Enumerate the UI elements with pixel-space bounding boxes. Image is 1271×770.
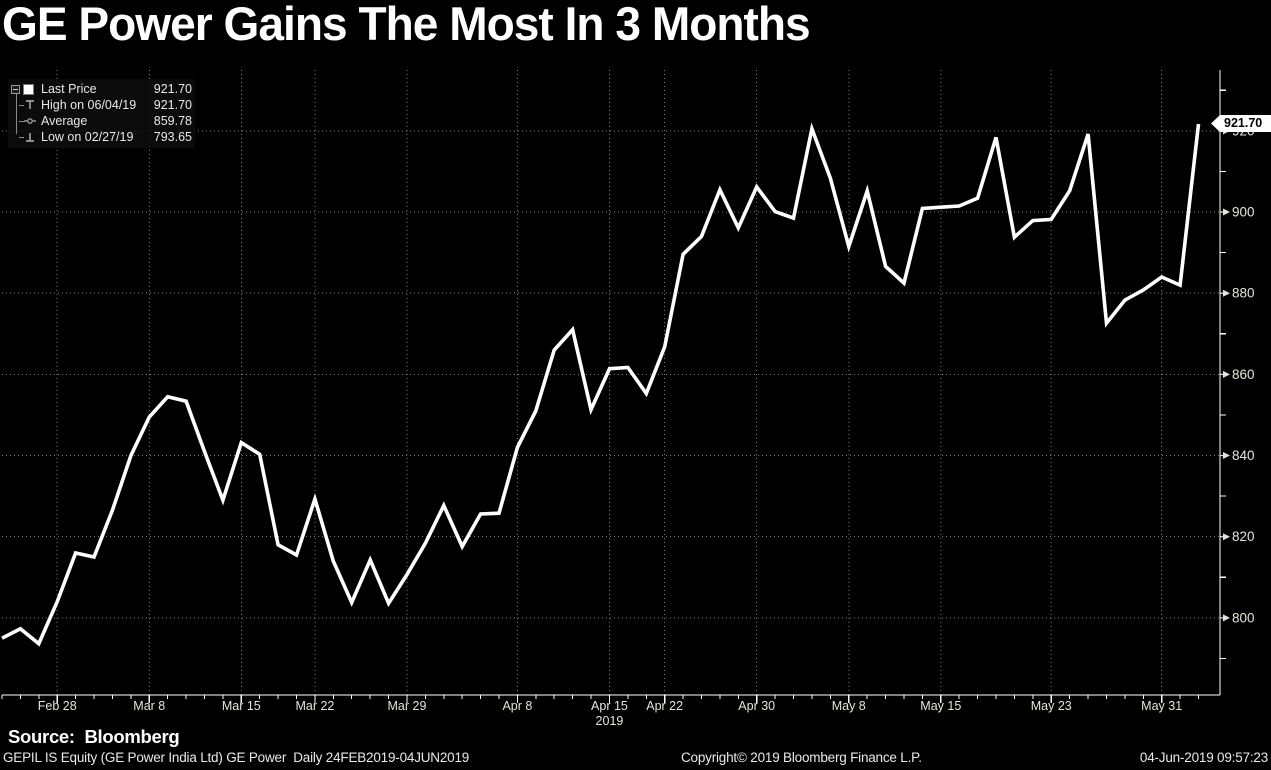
- y-tick-arrow: [1223, 614, 1230, 622]
- legend-label: Average: [41, 114, 88, 128]
- legend-row-low[interactable]: Low on 02/27/19 793.65: [11, 129, 192, 145]
- x-axis-label: May 15: [920, 699, 961, 713]
- legend-value: 921.70: [153, 82, 192, 96]
- page-title: GE Power Gains The Most In 3 Months: [2, 0, 811, 50]
- y-axis-label: 900: [1232, 205, 1255, 220]
- x-axis-label: Mar 15: [222, 699, 261, 713]
- legend-value: 793.65: [153, 130, 192, 144]
- x-axis-label: Apr 22: [646, 699, 683, 713]
- low-marker-icon: [26, 133, 34, 142]
- last-price-swatch-icon: [23, 83, 34, 95]
- x-axis-label: Mar 22: [295, 699, 334, 713]
- x-axis-label: Apr 15: [591, 699, 628, 713]
- legend-row-high[interactable]: High on 06/04/19 921.70: [11, 97, 192, 113]
- legend-tree-stub: [19, 137, 24, 138]
- y-axis-label: 860: [1232, 367, 1255, 382]
- legend-value: 859.78: [153, 114, 192, 128]
- last-price-tag: 921.70: [1211, 115, 1271, 132]
- legend-value: 921.70: [153, 98, 192, 112]
- ticker-description: GEPIL IS Equity (GE Power India Ltd) GE …: [3, 750, 470, 765]
- legend-label: High on 06/04/19: [41, 98, 137, 112]
- y-tick-arrow: [1223, 452, 1230, 460]
- x-axis-label: Mar 8: [133, 699, 165, 713]
- high-marker-icon: [26, 100, 34, 109]
- x-axis-label: Mar 29: [388, 699, 427, 713]
- x-axis-label: Apr 8: [502, 699, 532, 713]
- legend-label: Low on 02/27/19: [41, 130, 134, 144]
- chart-legend[interactable]: Last Price 921.70 High on 06/04/19 921.7…: [8, 79, 195, 148]
- x-axis-year-label: 2019: [596, 714, 624, 728]
- legend-row-last-price[interactable]: Last Price 921.70: [11, 81, 192, 97]
- y-axis-label: 800: [1232, 610, 1255, 625]
- source-label: Source: Bloomberg: [8, 726, 180, 747]
- legend-tree-stub: [19, 121, 24, 122]
- x-axis-label: May 8: [832, 699, 866, 713]
- y-axis-label: 820: [1232, 529, 1255, 544]
- y-tick-arrow: [1223, 208, 1230, 216]
- y-tick-arrow: [1223, 370, 1230, 378]
- legend-tree-stub: [19, 105, 24, 106]
- y-axis-label: 880: [1232, 286, 1255, 301]
- average-marker-icon: [24, 118, 36, 124]
- price-line: [1, 122, 1201, 647]
- x-axis-label: Feb 28: [38, 699, 77, 713]
- legend-row-average[interactable]: Average 859.78: [11, 113, 192, 129]
- timestamp: 04-Jun-2019 09:57:23: [1139, 750, 1268, 765]
- y-tick-arrow: [1223, 533, 1230, 541]
- y-tick-arrow: [1223, 289, 1230, 297]
- copyright-notice: Copyright© 2019 Bloomberg Finance L.P.: [681, 750, 922, 765]
- y-axis-label: 840: [1232, 448, 1255, 463]
- x-axis-label: Apr 30: [738, 699, 775, 713]
- x-axis-label: May 23: [1031, 699, 1072, 713]
- legend-tree-line: [16, 93, 17, 134]
- legend-label: Last Price: [41, 82, 97, 96]
- x-axis-label: May 31: [1141, 699, 1182, 713]
- legend-expander-icon[interactable]: [11, 84, 20, 94]
